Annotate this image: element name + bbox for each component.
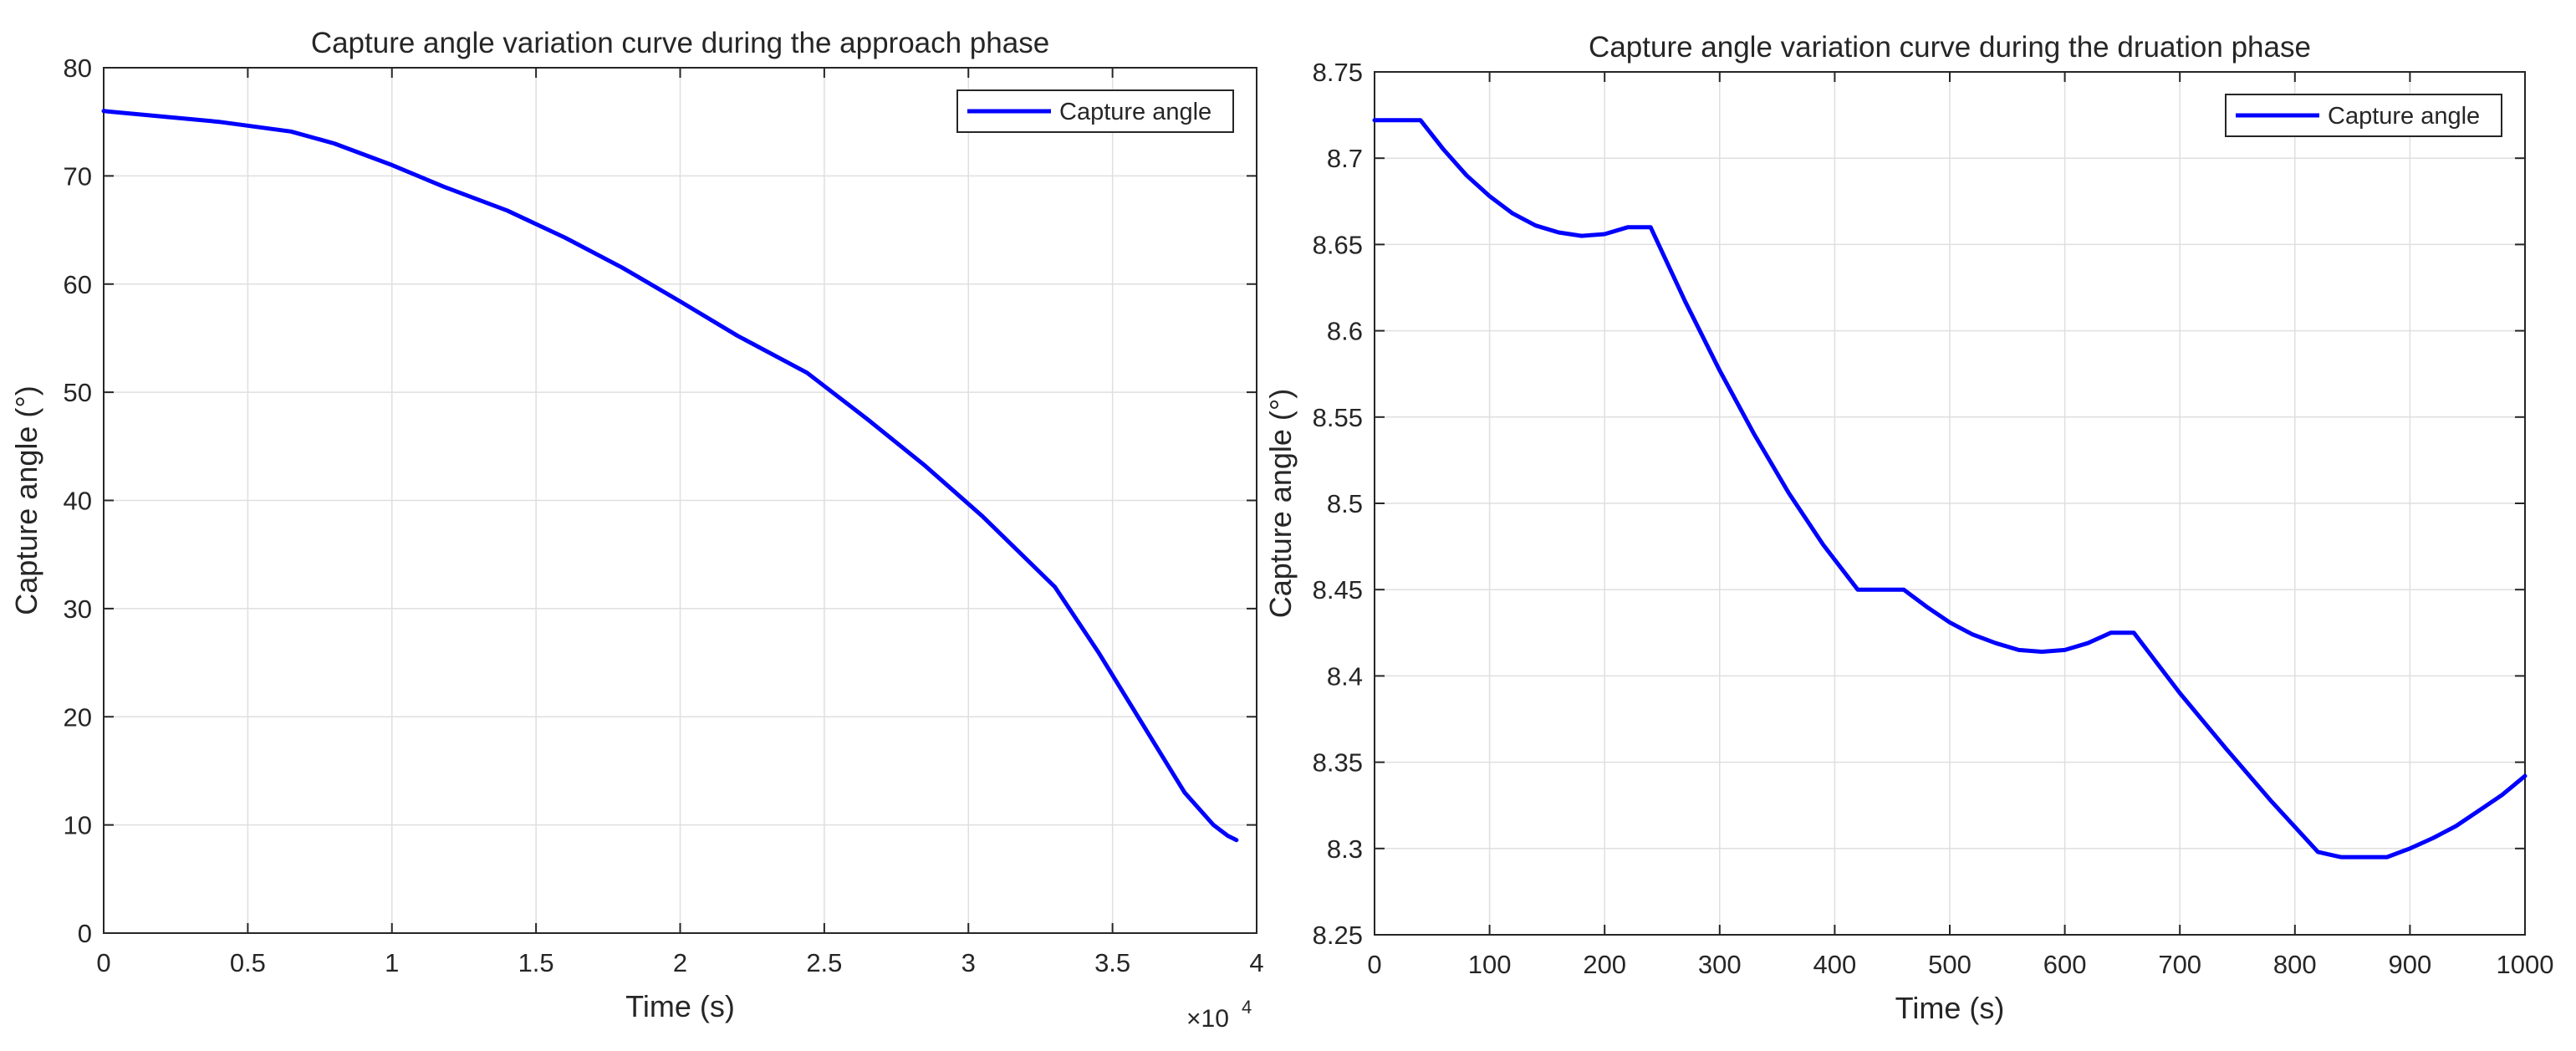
y-axis-label: Capture angle (°) <box>9 385 43 615</box>
x-tick-label: 400 <box>1813 950 1857 979</box>
x-tick-label: 2.5 <box>806 948 842 977</box>
series-line-capture-angle <box>1372 118 2528 860</box>
duration-phase-chart: Capture angle variation curve during the… <box>1263 31 2553 1025</box>
legend-label: Capture angle <box>2328 103 2480 130</box>
y-tick-label: 20 <box>64 702 92 732</box>
y-tick-label: 80 <box>64 54 92 83</box>
y-tick-label: 30 <box>64 594 92 624</box>
x-exponent-label: ×10 <box>1186 1005 1229 1033</box>
y-tick-label: 8.7 <box>1327 144 1363 173</box>
x-tick-label: 2 <box>673 948 687 977</box>
x-tick-label: 700 <box>2158 950 2201 979</box>
y-tick-label: 8.45 <box>1313 575 1363 605</box>
y-tick-label: 8.6 <box>1327 317 1363 346</box>
x-tick-label: 0.5 <box>230 948 266 977</box>
x-tick-label: 1000 <box>2497 950 2554 979</box>
x-axis-label: Time (s) <box>1895 991 2005 1025</box>
chart-title: Capture angle variation curve during the… <box>1589 31 2311 64</box>
y-tick-label: 0 <box>78 919 92 948</box>
y-axis-label: Capture angle (°) <box>1263 389 1298 619</box>
y-tick-label: 8.35 <box>1313 748 1363 778</box>
chart-title: Capture angle variation curve during the… <box>311 27 1049 59</box>
y-tick-label: 8.5 <box>1327 489 1363 518</box>
y-tick-label: 8.65 <box>1313 230 1363 259</box>
y-tick-label: 50 <box>64 378 92 407</box>
x-tick-label: 0 <box>96 948 110 977</box>
x-tick-label: 1 <box>385 948 399 977</box>
x-tick-label: 4 <box>1249 948 1263 977</box>
y-tick-label: 8.4 <box>1327 661 1363 691</box>
x-exponent-power: 4 <box>1242 997 1252 1018</box>
y-tick-label: 60 <box>64 270 92 299</box>
x-tick-label: 900 <box>2389 950 2432 979</box>
x-axis-label: Time (s) <box>625 989 735 1023</box>
y-tick-label: 8.3 <box>1327 834 1363 864</box>
x-tick-label: 500 <box>1928 950 1972 979</box>
x-tick-label: 3.5 <box>1094 948 1130 977</box>
y-tick-label: 40 <box>64 487 92 516</box>
series-line-capture-angle <box>101 109 1239 843</box>
y-tick-label: 8.75 <box>1313 58 1363 87</box>
x-tick-label: 3 <box>962 948 976 977</box>
x-tick-label: 600 <box>2043 950 2087 979</box>
x-tick-label: 300 <box>1698 950 1742 979</box>
y-tick-label: 8.55 <box>1313 403 1363 432</box>
x-tick-label: 100 <box>1468 950 1512 979</box>
approach-phase-chart: Capture angle variation curve during the… <box>9 27 1264 1033</box>
y-tick-label: 70 <box>64 161 92 191</box>
x-tick-label: 0 <box>1367 950 1381 979</box>
x-tick-label: 800 <box>2273 950 2317 979</box>
x-tick-label: 200 <box>1583 950 1626 979</box>
x-tick-label: 1.5 <box>518 948 554 977</box>
legend-label: Capture angle <box>1059 99 1211 125</box>
y-tick-label: 10 <box>64 811 92 840</box>
y-tick-label: 8.25 <box>1313 921 1363 950</box>
